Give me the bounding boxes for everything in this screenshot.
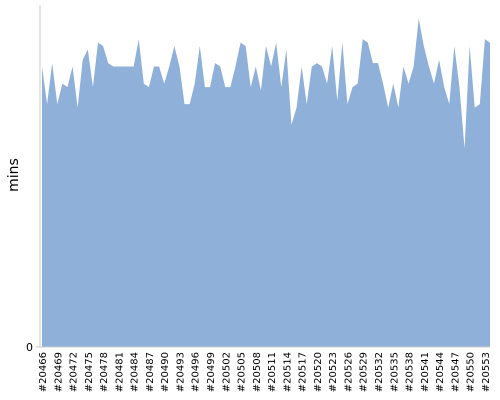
x-tick-label: #20547 — [450, 352, 461, 392]
x-tick-label: #20478 — [99, 352, 110, 392]
y-tick-label: 0 — [26, 341, 33, 354]
x-tick-label: #20550 — [466, 352, 477, 392]
x-tick-label: #20532 — [374, 352, 385, 392]
x-tick-label: #20553 — [481, 352, 492, 392]
x-tick-label: #20481 — [114, 352, 125, 392]
x-tick-label: #20466 — [38, 352, 49, 392]
x-tick-label: #20484 — [130, 352, 141, 392]
x-tick-label: #20490 — [160, 352, 171, 392]
x-tick-label: #20511 — [267, 352, 278, 392]
x-tick-label: #20544 — [435, 352, 446, 392]
x-tick-label: #20496 — [191, 352, 202, 392]
x-tick-label: #20487 — [145, 352, 156, 392]
x-tick-label: #20541 — [420, 352, 431, 392]
x-tick-label: #20508 — [252, 352, 263, 392]
x-tick-label: #20520 — [313, 352, 324, 392]
x-tick-label: #20505 — [237, 352, 248, 392]
x-tick-label: #20535 — [389, 352, 400, 392]
x-tick-label: #20526 — [343, 352, 354, 392]
x-tick-label: #20517 — [298, 352, 309, 392]
x-tick-label: #20514 — [282, 352, 293, 392]
x-tick-label: #20538 — [405, 352, 416, 392]
x-tick-label: #20502 — [221, 352, 232, 392]
x-tick-label: #20472 — [69, 352, 80, 392]
x-tick-label: #20475 — [84, 352, 95, 392]
x-tick-label: #20493 — [175, 352, 186, 392]
x-tick-label: #20499 — [206, 352, 217, 392]
area — [42, 18, 490, 348]
x-tick-label: #20523 — [328, 352, 339, 392]
x-tick-label: #20529 — [359, 352, 370, 392]
x-tick-label: #20469 — [53, 352, 64, 392]
y-axis-label: mins — [6, 158, 22, 192]
